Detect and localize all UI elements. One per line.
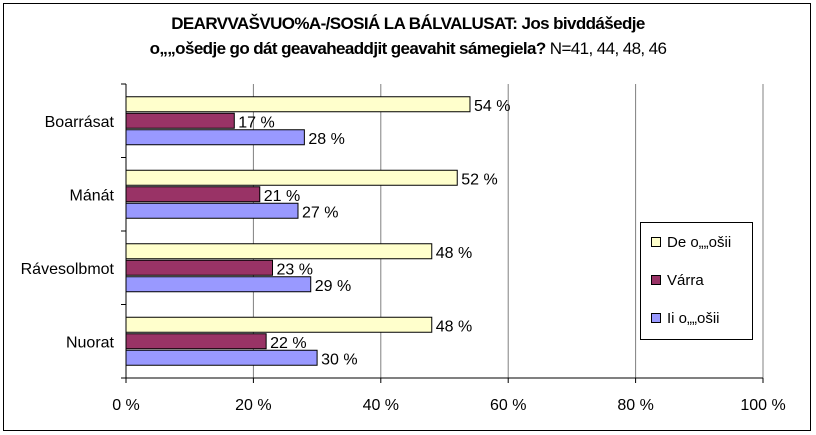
bar	[125, 276, 312, 293]
legend-item-series2: Várra	[651, 271, 704, 289]
category-label: Nuorat	[66, 334, 115, 351]
legend-swatch-series1	[651, 237, 661, 247]
category-label: Mánát	[70, 187, 115, 204]
data-label: 48 %	[436, 318, 472, 335]
legend-label-series2: Várra	[667, 271, 704, 289]
chart-title-sample-size: N=41, 44, 48, 46	[545, 39, 667, 58]
data-label: 48 %	[436, 245, 472, 262]
legend-label-series1: De o„„ošii	[667, 233, 732, 251]
chart-title-line1: DEARVVAŠVUO%A-/SOSIÁ LA BÁLVALUSAT: Jos …	[171, 14, 645, 33]
data-label: 17 %	[238, 114, 274, 131]
data-label: 30 %	[321, 351, 357, 368]
legend-swatch-series2	[651, 275, 661, 285]
legend-item-series3: Ii o„„ošii	[651, 309, 720, 327]
legend-item-series1: De o„„ošii	[651, 233, 731, 251]
bar	[125, 169, 458, 186]
bar	[125, 259, 274, 276]
data-label: 54 %	[474, 98, 510, 115]
data-label: 28 %	[308, 131, 344, 148]
x-tick-label: 0 %	[112, 397, 140, 414]
legend: De o„„ošii Várra Ii o„„ošii	[640, 222, 753, 340]
bar	[125, 243, 433, 260]
data-label: 52 %	[461, 171, 497, 188]
legend-swatch-series3	[651, 313, 661, 323]
data-label: 27 %	[302, 204, 338, 221]
x-tick-label: 60 %	[490, 397, 526, 414]
x-tick-label: 100 %	[740, 397, 785, 414]
category-label: Rávesolbmot	[21, 261, 115, 278]
data-label: 21 %	[264, 188, 300, 205]
legend-label-series3: Ii o„„ošii	[667, 309, 720, 327]
data-label: 23 %	[277, 261, 313, 278]
category-label: Boarrásat	[45, 114, 115, 131]
bar	[125, 316, 433, 333]
x-tick-label: 20 %	[235, 397, 271, 414]
bar	[125, 129, 305, 146]
x-tick-label: 40 %	[363, 397, 399, 414]
bar	[125, 112, 235, 129]
x-tick-label: 80 %	[617, 397, 653, 414]
data-label: 22 %	[270, 335, 306, 352]
bar	[125, 186, 261, 203]
data-label: 29 %	[315, 278, 351, 295]
bar	[125, 96, 471, 113]
chart-title-line2: o„„ošedje go dát geavaheaddjit geavahit …	[0, 39, 816, 59]
chart-title-question: o„„ošedje go dát geavaheaddjit geavahit …	[149, 39, 547, 58]
bar	[125, 349, 318, 366]
bar	[125, 333, 267, 350]
bar	[125, 202, 299, 219]
